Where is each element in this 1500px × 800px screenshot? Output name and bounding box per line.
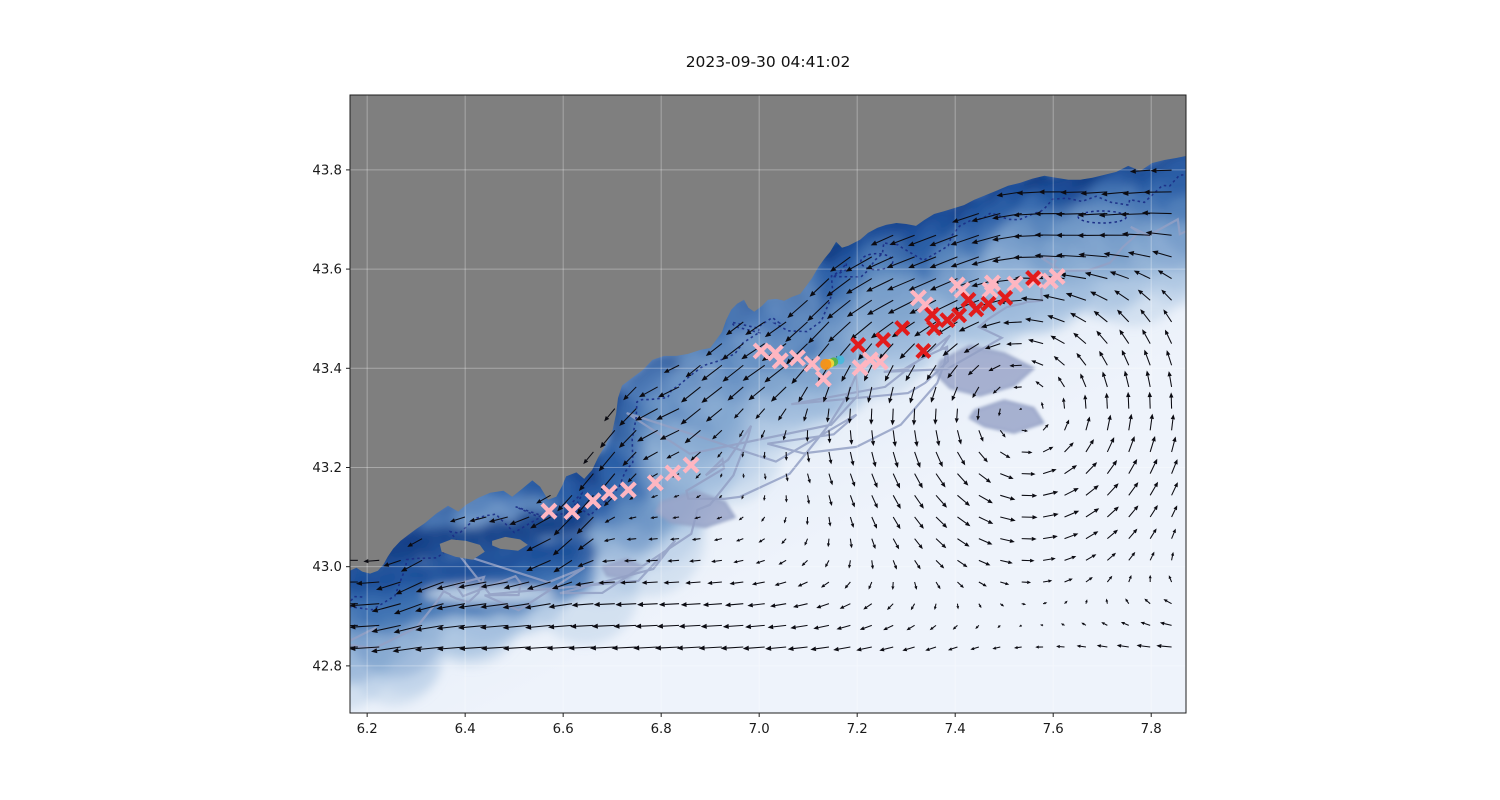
release-point-trail	[820, 355, 845, 370]
y-tick-label: 43.0	[312, 560, 342, 575]
y-tick-label: 43.2	[312, 461, 342, 476]
island	[439, 539, 485, 560]
density-patches	[600, 344, 1045, 580]
x-tick-label: 7.6	[1043, 722, 1064, 737]
axis-ticks: 6.2 6.4 6.6 6.8 7.0 7.2 7.4 7.6 7.8 42.8 43.0 43.2 4…	[312, 163, 1161, 737]
y-tick-label: 43.4	[312, 362, 342, 377]
red-x-markers	[850, 270, 1042, 359]
contour-slate	[350, 217, 1186, 650]
plot-border	[349, 94, 1187, 714]
x-tick-label: 7.8	[1141, 722, 1162, 737]
map-layers	[350, 95, 1186, 713]
x-tick-label: 6.6	[553, 722, 574, 737]
y-tick-label: 43.6	[312, 263, 342, 278]
x-tick-label: 7.2	[847, 722, 868, 737]
x-tick-label: 7.4	[945, 722, 966, 737]
pink-x-markers	[540, 268, 1066, 521]
x-tick-label: 6.2	[357, 722, 378, 737]
x-tick-label: 6.8	[651, 722, 672, 737]
x-tick-label: 6.4	[455, 722, 476, 737]
quiver-arrows	[350, 168, 1178, 654]
grid-lines	[350, 95, 1186, 713]
island	[492, 536, 528, 551]
plot-title: 2023-09-30 04:41:02	[685, 53, 851, 71]
land-mass	[350, 95, 1186, 574]
y-tick-label: 43.8	[312, 163, 342, 178]
x-tick-label: 7.0	[749, 722, 770, 737]
y-tick-label: 42.8	[312, 659, 342, 674]
contour-navy	[350, 173, 1186, 611]
